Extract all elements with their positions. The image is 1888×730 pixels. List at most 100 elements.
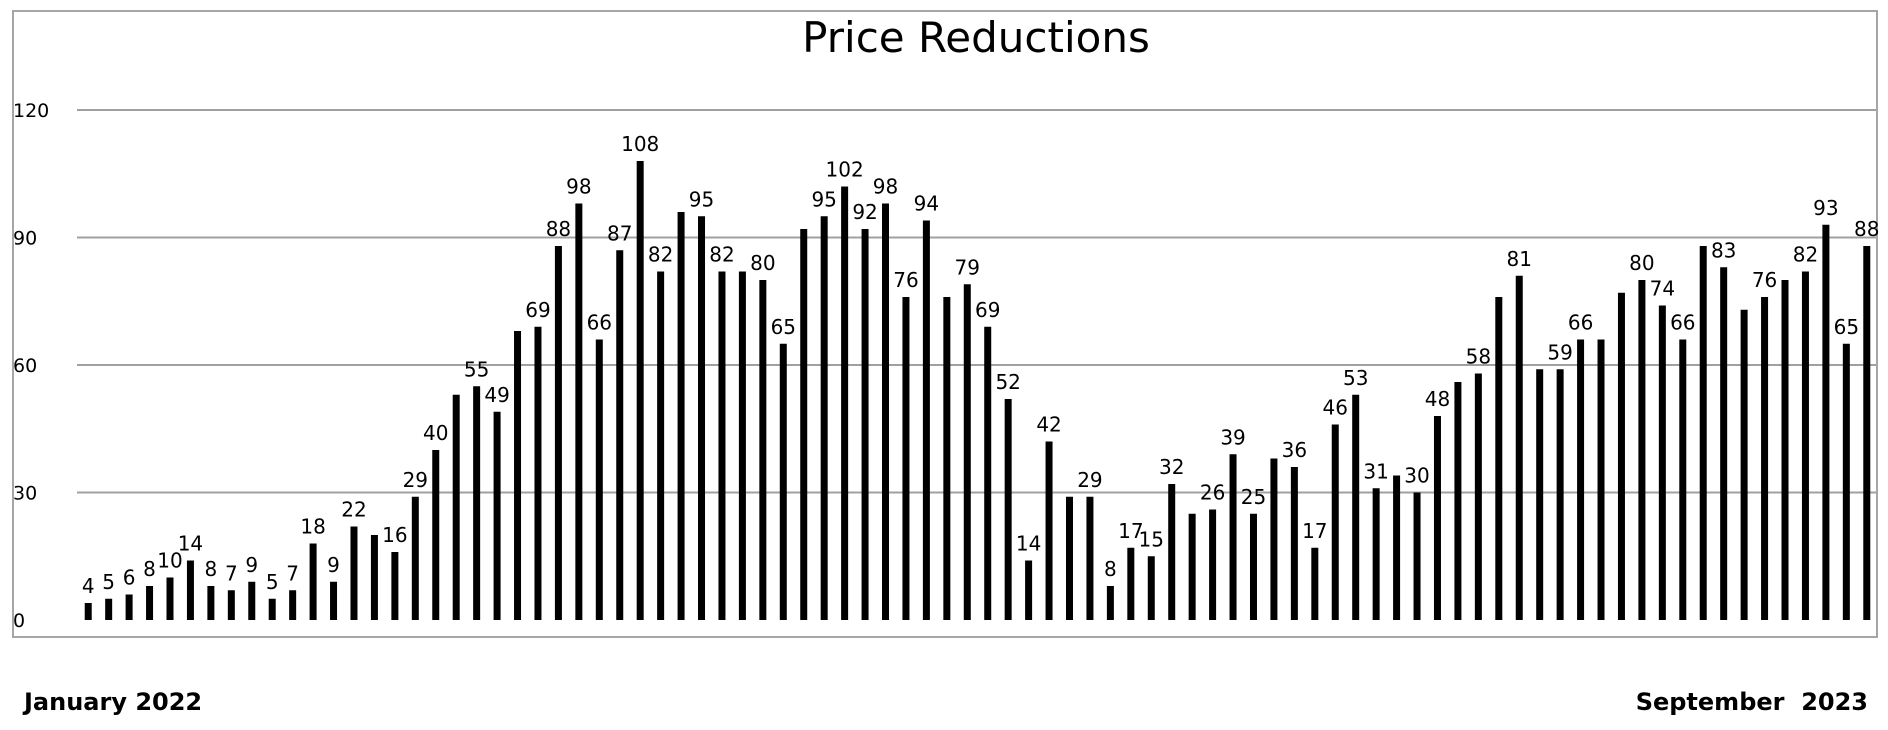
bar [84,603,92,620]
bar [1106,586,1114,620]
bar-value-label: 80 [750,251,775,275]
chart-title: Price Reductions [802,13,1150,62]
bar [841,186,849,620]
bar [595,339,603,620]
bar [575,203,583,620]
bar-value-label: 26 [1200,481,1225,505]
bar [616,250,624,620]
bar-value-label: 4 [82,574,95,598]
bar [493,411,501,620]
bar [125,594,133,620]
bar [1147,556,1155,620]
bar [1679,339,1687,620]
bar-value-label: 76 [1752,268,1777,292]
bar [1822,224,1830,620]
bar [1781,280,1789,620]
bar [738,271,746,620]
bar [1617,292,1625,620]
bar-value-label: 9 [327,553,340,577]
bar [248,581,256,620]
bar-value-label: 82 [648,243,673,267]
bar-value-label: 5 [102,570,115,594]
bar [1413,492,1421,620]
bar [636,161,644,620]
bar-value-label: 58 [1466,345,1491,369]
bar [1597,339,1605,620]
bar-value-label: 6 [123,566,136,590]
bar-value-label: 98 [873,175,898,199]
bar [922,220,930,620]
bar-value-label: 18 [300,515,325,539]
bar [452,394,460,620]
bar [1577,339,1585,620]
bar [1842,343,1850,620]
bar-value-label: 53 [1343,366,1368,390]
y-tick-label: 90 [13,228,37,250]
bar-value-label: 65 [1834,315,1859,339]
bar [1393,475,1401,620]
bar [1311,547,1319,620]
bar-value-label: 14 [178,532,203,556]
y-tick-label: 60 [13,355,37,377]
bar-value-label: 7 [225,561,238,585]
y-tick-label: 30 [13,483,37,505]
bar [309,543,317,620]
bar [718,271,726,620]
bar-value-label: 32 [1159,455,1184,479]
bar-value-label: 94 [914,192,939,216]
bar [1086,496,1094,620]
bar [514,331,522,620]
bar-value-label: 65 [771,315,796,339]
bar-value-label: 29 [403,468,428,492]
bar [1658,305,1666,620]
bar [1290,467,1298,620]
bar [1372,488,1380,620]
bar-value-label: 8 [143,557,156,581]
bar-value-label: 82 [709,243,734,267]
bar [350,526,358,620]
bar [1474,373,1482,620]
bar [861,229,869,620]
start-date-label: January 2022 [24,688,203,716]
bar [105,598,113,620]
bar [1270,458,1278,620]
bar-value-label: 81 [1507,247,1532,271]
bar-value-label: 88 [546,217,571,241]
bar [1761,297,1769,620]
bar [698,216,706,620]
bar [330,581,338,620]
bar-value-label: 15 [1139,527,1164,551]
y-tick-label: 120 [13,100,49,122]
bar [1352,394,1360,620]
bar [943,297,951,620]
bar-value-label: 17 [1118,519,1143,543]
bar-value-label: 8 [1104,557,1117,581]
bar-value-label: 69 [975,298,1000,322]
bar [1699,246,1707,620]
bar [1025,560,1033,620]
bar-value-label: 83 [1711,238,1736,262]
bar [1495,297,1503,620]
bar-value-label: 14 [1016,532,1041,556]
bar-value-label: 59 [1547,340,1572,364]
bar [1863,246,1871,620]
bar-value-label: 29 [1077,468,1102,492]
bar-value-label: 88 [1854,217,1879,241]
bar [370,535,378,620]
bar [1515,275,1523,620]
y-tick-label: 0 [13,610,25,632]
bar-value-label: 74 [1650,277,1675,301]
bar [411,496,419,620]
bar [227,590,235,620]
bar-value-label: 108 [621,132,659,156]
bar-value-label: 48 [1425,387,1450,411]
bar-value-label: 52 [995,370,1020,394]
bar-value-label: 9 [245,553,258,577]
bar [779,343,787,620]
bar [1331,424,1339,620]
bar-value-label: 66 [1670,311,1695,335]
bar [1556,369,1564,620]
bar [1536,369,1544,620]
bar-value-label: 25 [1241,485,1266,509]
bar-value-label: 98 [566,175,591,199]
